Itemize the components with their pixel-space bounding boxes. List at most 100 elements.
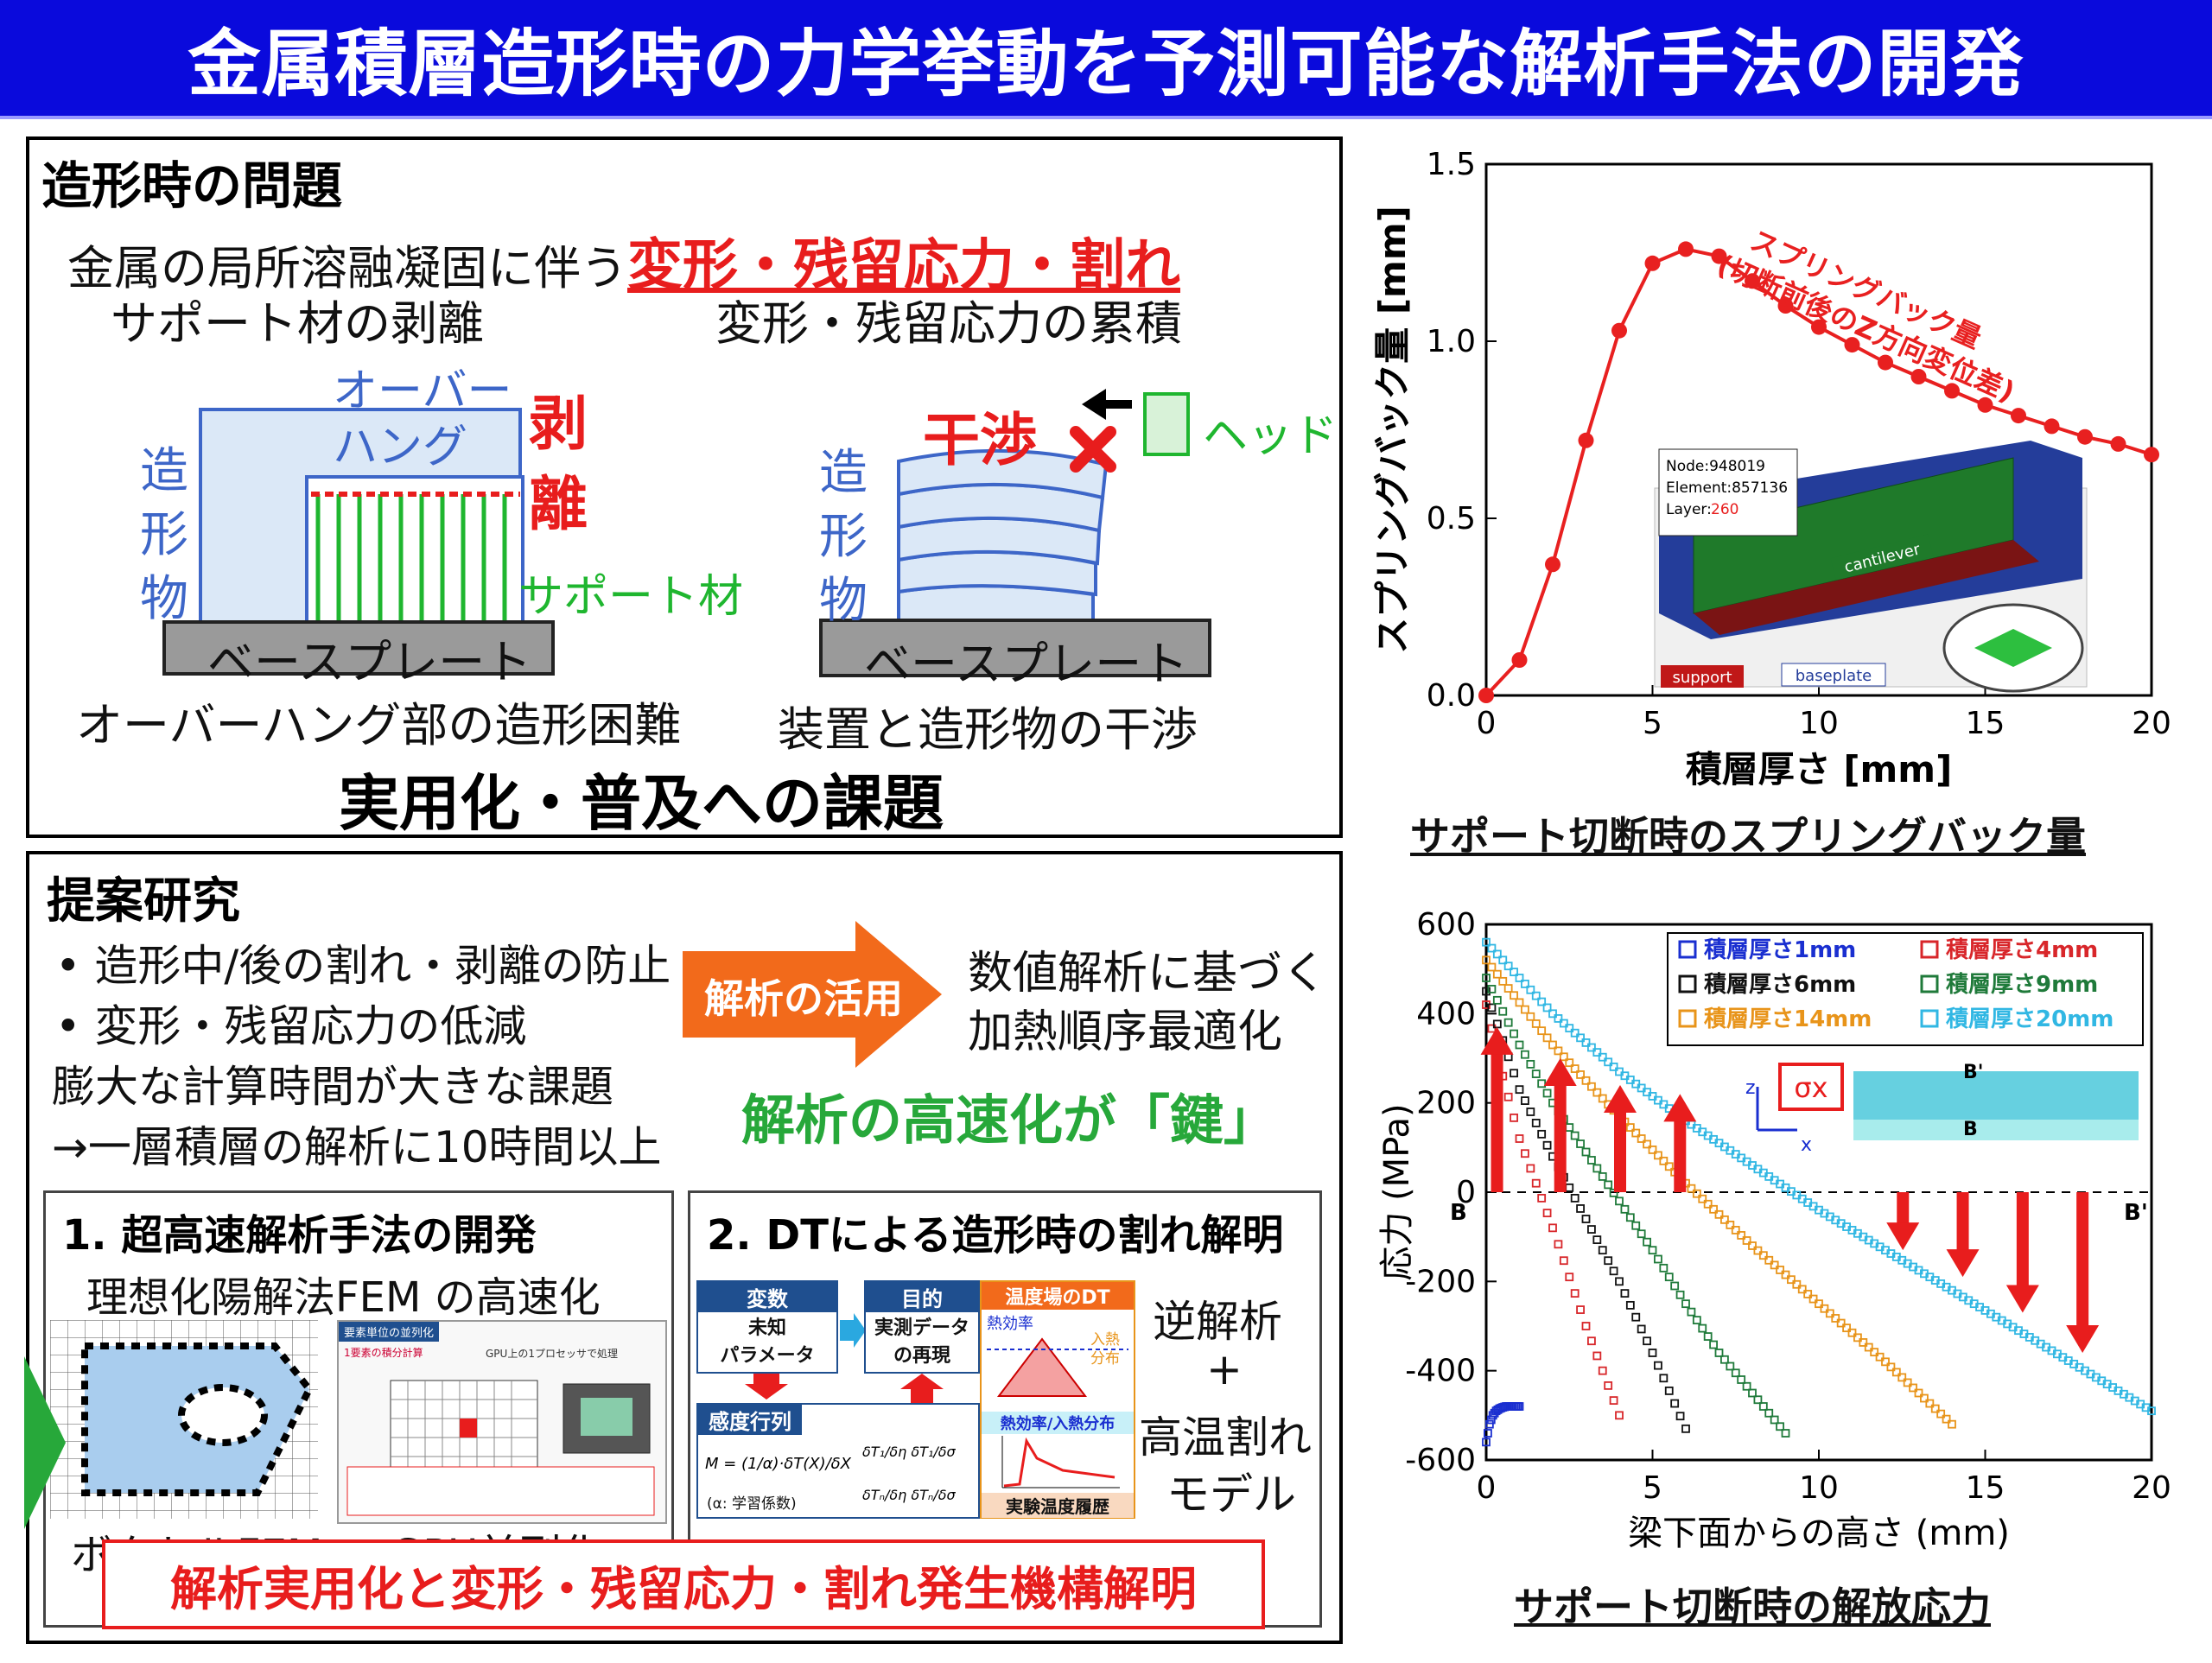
x-tick-label: 5 (1643, 1470, 1662, 1506)
proposal-key-message: 解析の高速化が「鍵」 (741, 1089, 1278, 1152)
data-point (1515, 1085, 1524, 1095)
data-point (1925, 1399, 1935, 1408)
eff-label: 熱効率 (987, 1315, 1033, 1333)
y-tick-label: 1.5 (1427, 147, 1476, 182)
right-caption-top: 変形・残留応力の累積 (715, 296, 1182, 351)
data-point (1731, 1226, 1740, 1235)
data-point (1620, 1204, 1630, 1214)
data-point (1521, 1149, 1529, 1158)
inset-info-box (1658, 448, 1798, 536)
springback-point (2077, 428, 2093, 445)
data-point (1537, 1079, 1547, 1089)
data-point (1559, 1052, 1568, 1062)
interference-illustration (819, 389, 1211, 677)
var-label: 変数 (698, 1282, 836, 1312)
proposal-issue-2: →一層積層の解析に10時間以上 (52, 1122, 662, 1172)
data-point (1659, 1263, 1669, 1273)
data-point (1492, 969, 1502, 979)
data-point (1631, 1128, 1641, 1138)
data-point (1537, 997, 1547, 1006)
inset-support-label: support (1672, 669, 1732, 687)
y-tick-label: 200 (1416, 1086, 1476, 1121)
gpu-panel-note2: GPU上の1プロセッサで処理 (486, 1348, 618, 1360)
data-point (1515, 1402, 1524, 1411)
springback-point (2144, 447, 2159, 463)
interference-label: 干渉 (923, 407, 1037, 473)
sens-label: 感度行列 (698, 1405, 802, 1435)
data-point (1548, 1223, 1557, 1233)
x-tick-label: 0 (1477, 1470, 1497, 1506)
axis-x-label: x (1801, 1134, 1812, 1156)
legend-marker (1678, 940, 1697, 959)
x-tick-label: 10 (1799, 1470, 1839, 1506)
data-point (1576, 1033, 1585, 1043)
data-point (1703, 1332, 1713, 1341)
data-point (1698, 1194, 1707, 1203)
data-point (1587, 1225, 1596, 1234)
data-point (1592, 1164, 1602, 1173)
data-point (1781, 1429, 1790, 1438)
data-point (1930, 1404, 1940, 1413)
data-point (1643, 1237, 1651, 1247)
release-stress-chart: 0 5 10 15 20 600 400 200 0 -200 -400 -600 梁下面からの高さ (… (1377, 907, 2171, 1553)
data-point (1742, 1381, 1751, 1391)
x-axis-label: 積層厚さ [mm] (1686, 748, 1953, 790)
data-point (1526, 1164, 1535, 1173)
data-point (1487, 1003, 1497, 1012)
data-point (1592, 1088, 1602, 1097)
bottom-banner: 解析実用化と変形・残留応力・割れ発生機構解明 (102, 1539, 1265, 1629)
voxel-hole (178, 1384, 268, 1446)
release-arrow-up-head (1480, 1026, 1514, 1055)
data-point (1681, 1424, 1690, 1433)
data-point (1587, 1156, 1596, 1165)
data-point (1576, 1204, 1585, 1213)
eff-heat-label: 熱効率/入熱分布 (982, 1412, 1134, 1434)
data-point (1615, 1411, 1624, 1420)
release-arrow-down (1897, 1192, 1910, 1225)
head-label: ヘッド (1203, 410, 1338, 462)
obj-label: 目的 (866, 1282, 978, 1312)
springback-point (1678, 241, 1694, 257)
data-point (1542, 1033, 1552, 1043)
data-point (1503, 1092, 1513, 1101)
data-point (1886, 1362, 1896, 1372)
overhang-illustration (162, 408, 555, 676)
series-3 (1482, 974, 1790, 1438)
series-4 (1482, 955, 1956, 1429)
data-point (1776, 1266, 1784, 1274)
data-point (1592, 1235, 1602, 1245)
sens-down-arrow (745, 1374, 788, 1400)
section-b-prime-top: B' (1963, 1062, 1984, 1083)
data-point (1482, 1438, 1491, 1447)
heat-distribution-graphic (987, 1337, 1128, 1397)
data-point (1903, 1378, 1912, 1387)
data-point (1815, 1299, 1823, 1309)
gpu-grid-graphic (346, 1380, 655, 1516)
data-point (1576, 1139, 1585, 1148)
inset-support-tag (1661, 665, 1744, 688)
data-point (1498, 976, 1508, 986)
x-tick-label: 0 (1477, 706, 1497, 741)
data-point (1565, 1058, 1574, 1068)
inset-layer: Layer: (1666, 501, 1712, 518)
data-point (1521, 1005, 1529, 1014)
data-point (1598, 1052, 1607, 1062)
data-point (1484, 1419, 1494, 1429)
build-label-left-1: 造 (140, 443, 188, 499)
y-tick-label: 0.5 (1427, 501, 1476, 536)
svg-text:δT₁/δη δT₁/δσ: δT₁/δη δT₁/δσ (862, 1444, 957, 1460)
data-point (1531, 991, 1541, 1000)
release-arrow-down-head (2066, 1325, 2100, 1353)
data-point (1637, 1134, 1646, 1143)
heat-label-2: 分布 (1090, 1350, 1120, 1368)
data-point (1648, 1349, 1657, 1357)
data-point (1948, 1419, 1956, 1429)
data-point (1498, 955, 1508, 965)
data-point (1776, 1422, 1784, 1431)
green-pointer (24, 1356, 66, 1529)
legend-marker (1920, 1009, 1939, 1028)
release-arrow-up (1674, 1120, 1687, 1192)
x-axis-label: 梁下面からの高さ (mm) (1628, 1514, 2010, 1553)
x-tick-label: 20 (2132, 1470, 2171, 1506)
data-point (1526, 985, 1535, 994)
